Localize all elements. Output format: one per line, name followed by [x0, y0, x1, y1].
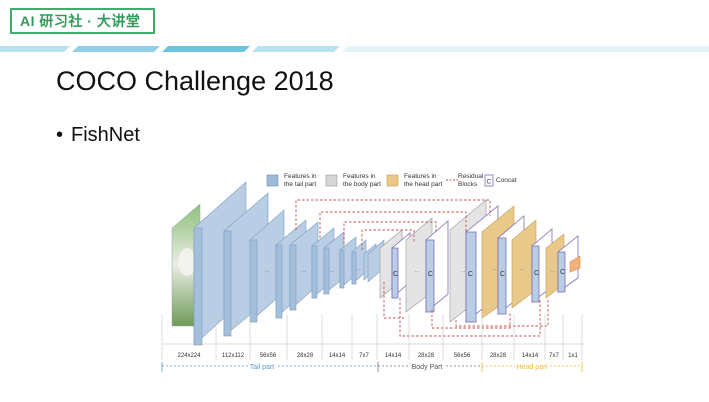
legend-tail-label-2: the tail part [284, 181, 316, 188]
input-image [171, 203, 201, 327]
concat-box-icon [484, 174, 494, 187]
resolution-label: 1x1 [568, 353, 578, 359]
tail-ellipsis-2: ... [302, 268, 306, 274]
brand-badge-text: AI 研习社 · 大讲堂 [20, 13, 141, 29]
bullet-dot: • [56, 124, 64, 146]
resolution-label: 28x28 [418, 353, 435, 359]
resolution-label: 7x7 [549, 353, 559, 359]
slide-title: COCO Challenge 2018 [56, 66, 334, 96]
resolution-label: 14x14 [329, 353, 346, 359]
body-ellipsis-2: ... [461, 268, 465, 274]
legend-item-head: Features in the head part [386, 173, 443, 188]
legend-concat-label: Concat [496, 177, 517, 184]
resolution-label: 14x14 [385, 353, 402, 359]
tail-layers: ... ... ... ... [193, 181, 385, 346]
legend-head-label-1: Features in [404, 173, 437, 180]
resolution-label: 28x28 [297, 353, 314, 359]
brand-badge: AI 研习社 · 大讲堂 [10, 8, 155, 34]
body-part-label: Body Part [412, 364, 443, 371]
legend-item-body: Features in the body part [325, 173, 381, 188]
bullet-item: • FishNet [56, 124, 140, 147]
concat-symbol-3: C [468, 271, 473, 278]
legend-item-tail: Features in the tail part [266, 173, 317, 188]
legend-body-label-2: the body part [343, 181, 381, 188]
head-layers: C ... C ... C ... C [465, 205, 581, 323]
legend-head-swatch [386, 174, 399, 187]
legend-residual-label-1: Residual [458, 173, 484, 180]
bullet-text: FishNet [71, 124, 140, 146]
legend-item-concat: C Concat [484, 174, 517, 187]
concat-symbol-5: C [534, 270, 539, 277]
concat-symbol-6: C [560, 269, 565, 276]
output-feature [569, 255, 581, 273]
tail-ellipsis-1: ... [265, 268, 269, 274]
resolution-label: 56x56 [260, 353, 277, 359]
resolution-label: 224x224 [177, 353, 201, 359]
head-part-label: Head part [517, 364, 548, 371]
head-ellipsis-1: ... [492, 266, 496, 272]
residual-connections [295, 199, 549, 337]
concat-symbol-2: C [428, 271, 433, 278]
legend: Features in the tail part Features in th… [266, 173, 517, 188]
tail-ellipsis-3: ... [330, 268, 334, 274]
concat-symbol-4: C [500, 271, 505, 278]
head-ellipsis-2: ... [520, 266, 524, 272]
legend-residual-label-2: Blocks [458, 181, 478, 188]
resolution-label: 14x14 [522, 353, 539, 359]
part-brackets: Tail part Body Part Head part [161, 362, 583, 373]
legend-tail-label-1: Features in [284, 173, 317, 180]
concat-symbol-1: C [393, 271, 398, 278]
legend-tail-swatch [266, 174, 279, 187]
tail-part-label: Tail part [250, 364, 275, 371]
resolution-label: 28x28 [490, 353, 507, 359]
legend-item-residual: Residual Blocks [446, 173, 484, 188]
header-stripe [0, 46, 709, 52]
body-ellipsis-1: ... [415, 268, 419, 274]
legend-head-label-2: the head part [404, 181, 443, 188]
resolution-label: 56x56 [454, 353, 471, 359]
legend-body-label-1: Features in [343, 173, 376, 180]
resolution-label: 112x112 [222, 353, 245, 359]
resolution-label: 7x7 [359, 353, 369, 359]
head-ellipsis-3: ... [551, 268, 555, 274]
tail-ellipsis-4: ... [357, 266, 361, 272]
legend-body-swatch [325, 174, 338, 187]
legend-concat-symbol: C [487, 179, 492, 186]
resolution-axis: 224x224 112x112 56x56 28x28 14x14 7x7 14x14 28x… [161, 314, 584, 360]
